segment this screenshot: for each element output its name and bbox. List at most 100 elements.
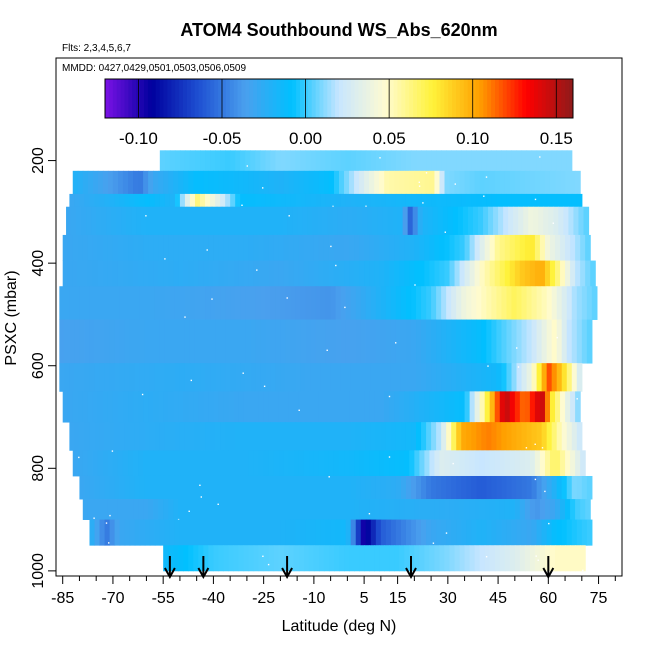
heatmap-cell	[99, 422, 106, 451]
heatmap-cell	[153, 450, 159, 477]
colorbar-segment	[296, 79, 301, 118]
heatmap-cell	[104, 319, 111, 364]
heatmap-cell	[385, 519, 392, 546]
heatmap-cell	[320, 475, 327, 500]
heatmap-cell	[66, 206, 72, 236]
heatmap-cell	[97, 391, 104, 423]
heatmap-cell	[501, 150, 508, 172]
heatmap-cell	[174, 319, 181, 364]
heatmap-cell	[560, 499, 566, 520]
heatmap-cell	[101, 206, 107, 236]
heatmap-cell	[260, 286, 266, 320]
heatmap-cell	[355, 150, 362, 172]
heatmap-cell	[349, 499, 355, 520]
heatmap-cell	[122, 260, 129, 287]
heatmap-cell	[290, 319, 297, 364]
heatmap-cell	[375, 422, 382, 451]
heatmap-cell	[380, 475, 387, 500]
heatmap-cell	[436, 422, 442, 451]
heatmap-cell	[97, 450, 104, 477]
heatmap-cell	[390, 519, 397, 546]
heatmap-cell	[250, 519, 256, 546]
heatmap-cell	[104, 286, 111, 320]
heatmap-cell	[266, 206, 273, 236]
heatmap-cell	[565, 170, 571, 195]
heatmap-cell	[179, 363, 186, 392]
heatmap-cell	[189, 519, 196, 546]
heatmap-speckle	[184, 316, 186, 318]
heatmap-cell	[526, 422, 533, 451]
heatmap-cell	[491, 193, 497, 208]
heatmap-cell	[320, 363, 327, 392]
heatmap-cell	[524, 391, 531, 423]
heatmap-cell	[198, 234, 204, 261]
heatmap-speckle	[517, 366, 520, 368]
heatmap-cell	[233, 450, 240, 477]
heatmap-cell	[546, 319, 553, 364]
colorbar-segment	[218, 79, 223, 118]
heatmap-cell	[449, 450, 456, 477]
heatmap-cell	[148, 234, 154, 261]
heatmap-cell	[270, 363, 276, 392]
heatmap-speckle	[332, 205, 334, 208]
heatmap-cell	[328, 450, 335, 477]
heatmap-cell	[330, 150, 337, 172]
heatmap-cell	[441, 519, 447, 546]
heatmap-cell	[263, 260, 270, 287]
heatmap-cell	[198, 545, 204, 572]
heatmap-cell	[359, 170, 365, 195]
colorbar-segment	[522, 79, 527, 118]
heatmap-cell	[119, 422, 126, 451]
heatmap-cell	[456, 422, 462, 451]
heatmap-cell	[392, 206, 399, 236]
heatmap-cell	[374, 234, 380, 261]
heatmap-cell	[566, 475, 573, 500]
heatmap-cell	[258, 234, 265, 261]
heatmap-cell	[154, 193, 161, 208]
heatmap-cell	[258, 391, 265, 423]
heatmap-cell	[411, 150, 417, 172]
heatmap-cell	[173, 545, 179, 572]
heatmap-cell	[297, 206, 303, 236]
heatmap-cell	[585, 499, 591, 520]
heatmap-cell	[375, 519, 382, 546]
heatmap-cell	[434, 391, 441, 423]
colorbar-segment	[487, 79, 492, 118]
heatmap-cell	[119, 193, 126, 208]
heatmap-cell	[74, 193, 81, 208]
colorbar: -0.10 -0.05 0.00 0.05 0.10 0.15	[104, 78, 574, 148]
heatmap-cell	[534, 170, 541, 195]
heatmap-cell	[556, 286, 563, 320]
heatmap-cell	[250, 193, 256, 208]
heatmap-cell	[97, 170, 104, 195]
heatmap-cell	[277, 206, 283, 236]
heatmap-cell	[223, 234, 230, 261]
heatmap-cell	[124, 363, 131, 392]
heatmap-cell	[429, 499, 436, 520]
y-tick-label: 400	[30, 250, 47, 277]
heatmap-cell	[575, 170, 581, 195]
heatmap-cell	[349, 391, 355, 423]
heatmap-cell	[541, 422, 548, 451]
heatmap-cell	[136, 206, 142, 236]
heatmap-speckle	[552, 222, 554, 224]
heatmap-cell	[531, 519, 538, 546]
heatmap-cell	[531, 319, 538, 364]
colorbar-segment	[506, 79, 512, 118]
heatmap-cell	[285, 193, 292, 208]
heatmap-cell	[330, 363, 337, 392]
heatmap-cell	[310, 422, 317, 451]
heatmap-cell	[534, 545, 541, 572]
heatmap-cell	[178, 260, 184, 287]
heatmap-cell	[203, 234, 209, 261]
colorbar-segment	[444, 79, 449, 118]
heatmap-cell	[374, 170, 380, 195]
heatmap-cell	[104, 422, 111, 451]
heatmap-cell	[260, 422, 266, 451]
colorbar-segment	[222, 79, 227, 118]
heatmap-cell	[421, 363, 427, 392]
heatmap-cell	[133, 499, 139, 520]
heatmap-cell	[333, 499, 340, 520]
heatmap-cell	[534, 499, 541, 520]
heatmap-cell	[345, 363, 352, 392]
